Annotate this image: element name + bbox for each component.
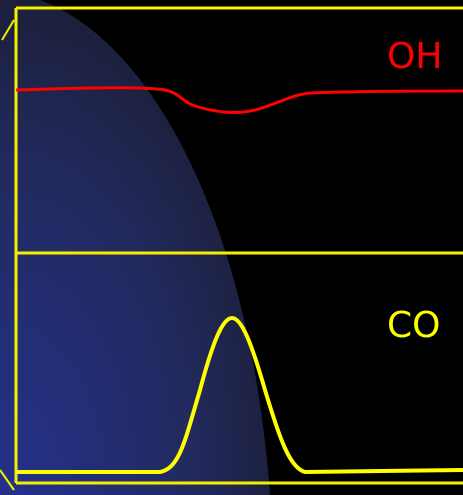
slide: OH CO	[0, 0, 463, 495]
panel-label: CO	[387, 305, 440, 346]
panel-label: OH	[387, 36, 442, 77]
